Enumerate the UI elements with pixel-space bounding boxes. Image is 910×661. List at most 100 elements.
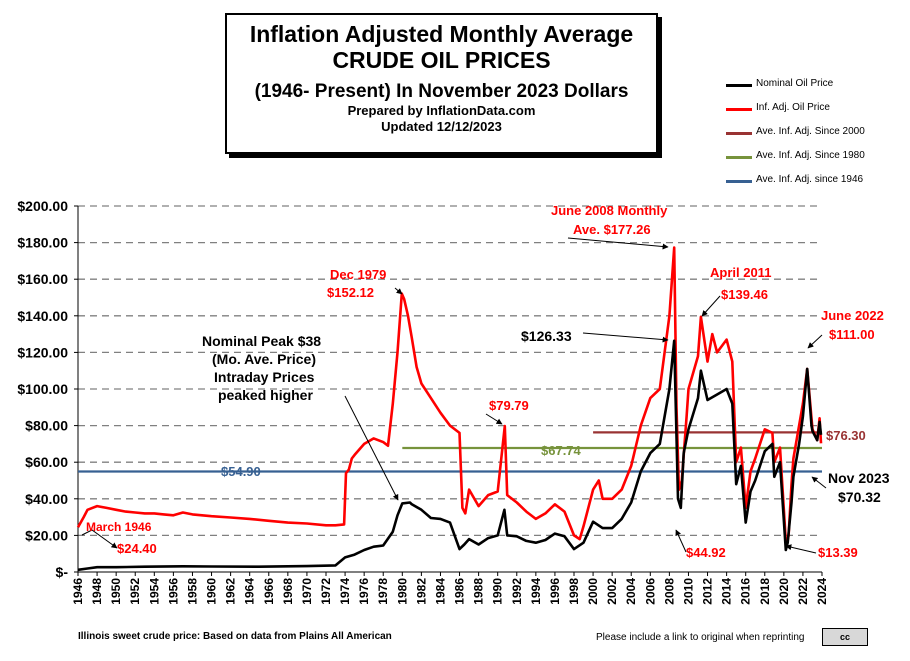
y-tick-label: $180.00 bbox=[17, 235, 68, 251]
annotation-label: (Mo. Ave. Price) bbox=[212, 351, 316, 367]
annotation-arrow bbox=[811, 476, 827, 489]
annotation-label: $76.30 bbox=[826, 428, 866, 443]
source-note: Illinois sweet crude price: Based on dat… bbox=[78, 631, 392, 642]
annotation-arrow bbox=[567, 237, 669, 250]
legend-swatch bbox=[726, 132, 752, 135]
x-tick-label: 1976 bbox=[357, 578, 371, 605]
x-tick-label: 2008 bbox=[662, 578, 676, 605]
annotation-label: $111.00 bbox=[829, 327, 875, 342]
y-tick-label: $100.00 bbox=[17, 381, 68, 397]
annotation-label: $79.79 bbox=[489, 398, 529, 413]
chart-title-box: Inflation Adjusted Monthly Average CRUDE… bbox=[225, 13, 658, 154]
x-tick-label: 1948 bbox=[90, 578, 104, 605]
y-tick-label: $80.00 bbox=[25, 418, 68, 434]
y-tick-labels: $- $20.00 $40.00 $60.00 $80.00 $100.00 $120.00… bbox=[17, 198, 68, 580]
x-tick-label: 2010 bbox=[681, 578, 695, 605]
annotation-label: Nominal Peak $38 bbox=[202, 333, 321, 349]
x-tick-label: 1970 bbox=[300, 578, 314, 605]
x-tick-label: 1986 bbox=[453, 578, 467, 605]
legend-label: Ave. Inf. Adj. Since 2000 bbox=[756, 126, 865, 137]
annotation-arrow bbox=[394, 287, 403, 295]
y-tick-label: $200.00 bbox=[17, 198, 68, 214]
x-tick-label: 2018 bbox=[758, 578, 772, 605]
annotation-label: $54.90 bbox=[221, 464, 261, 479]
legend-swatch bbox=[726, 108, 752, 111]
x-tick-label: 1950 bbox=[109, 578, 123, 605]
x-tick-label: 1960 bbox=[205, 578, 219, 605]
legend-item-inf-adj: Inf. Adj. Oil Price bbox=[726, 102, 910, 116]
y-tick-label: $- bbox=[56, 564, 69, 580]
legend-label: Ave. Inf. Adj. since 1946 bbox=[756, 174, 864, 185]
x-tick-label: 1958 bbox=[185, 578, 199, 605]
annotation-label: April 2011 bbox=[710, 265, 771, 280]
y-tick-label: $40.00 bbox=[25, 491, 68, 507]
annotation-label: Ave. $177.26 bbox=[573, 222, 651, 237]
x-tick-label: 1962 bbox=[224, 578, 238, 605]
legend-label: Nominal Oil Price bbox=[756, 78, 834, 89]
x-tick-label: 2024 bbox=[815, 578, 829, 605]
x-tick-label: 1966 bbox=[262, 578, 276, 605]
annotation-arrow bbox=[582, 332, 669, 343]
annotation-label: March 1946 bbox=[86, 520, 152, 534]
x-tick-label: 1954 bbox=[147, 578, 161, 605]
x-tick-label: 1996 bbox=[548, 578, 562, 605]
x-tick-label: 1974 bbox=[338, 578, 352, 605]
x-tick-label: 2012 bbox=[701, 578, 715, 605]
annotation-arrow bbox=[785, 544, 817, 554]
chart-updated: Updated 12/12/2023 bbox=[381, 119, 502, 134]
legend-item-ave-2000: Ave. Inf. Adj. Since 2000 bbox=[726, 126, 910, 140]
legend-label: Ave. Inf. Adj. Since 1980 bbox=[756, 150, 865, 161]
grid-lines bbox=[78, 205, 822, 537]
legend-swatch bbox=[726, 84, 752, 87]
annotation-label: June 2008 Monthly bbox=[551, 203, 668, 218]
annotation-label: $139.46 bbox=[721, 287, 768, 302]
x-tick-label: 2006 bbox=[643, 578, 657, 605]
y-tick-label: $20.00 bbox=[25, 527, 68, 543]
x-tick-label: 2022 bbox=[796, 578, 810, 605]
annotations: March 1946 $24.40 Dec 1979 $152.12 Nominal P… bbox=[86, 203, 890, 560]
x-tick-label: 2014 bbox=[720, 578, 734, 605]
x-tick-label: 2020 bbox=[777, 578, 791, 605]
annotation-label: Intraday Prices bbox=[214, 369, 315, 385]
axes bbox=[74, 205, 823, 576]
cc-license-badge: cc bbox=[822, 628, 868, 646]
annotation-arrow bbox=[485, 413, 503, 425]
annotation-arrow bbox=[344, 395, 399, 501]
x-tick-label: 1998 bbox=[567, 578, 581, 605]
x-tick-label: 1972 bbox=[319, 578, 333, 605]
x-tick-label: 1984 bbox=[433, 578, 447, 605]
annotation-arrows bbox=[81, 237, 827, 554]
x-tick-label: 1988 bbox=[472, 578, 486, 605]
annotation-label: $126.33 bbox=[521, 328, 572, 344]
nominal-price-line bbox=[77, 339, 823, 572]
x-tick-label: 2000 bbox=[586, 578, 600, 605]
annotation-label: $152.12 bbox=[327, 285, 374, 300]
x-tick-label: 1968 bbox=[281, 578, 295, 605]
legend-item-nominal: Nominal Oil Price bbox=[726, 78, 910, 92]
x-tick-label: 1982 bbox=[414, 578, 428, 605]
annotation-label: $13.39 bbox=[818, 545, 858, 560]
annotation-label: $67.74 bbox=[541, 443, 582, 458]
y-tick-label: $120.00 bbox=[17, 344, 68, 360]
annotation-label: $70.32 bbox=[838, 489, 881, 505]
legend-swatch bbox=[726, 156, 752, 159]
x-tick-label: 1990 bbox=[491, 578, 505, 605]
legend-label: Inf. Adj. Oil Price bbox=[756, 102, 830, 113]
x-tick-labels: 1946 1948 1950 1952 1954 1956 1958 1960 1962 1964… bbox=[71, 578, 829, 605]
chart-title-line2: CRUDE OIL PRICES bbox=[332, 47, 551, 73]
legend-item-ave-1946: Ave. Inf. Adj. since 1946 bbox=[726, 174, 910, 188]
legend-swatch bbox=[726, 180, 752, 183]
series-lines bbox=[76, 246, 823, 572]
annotation-label: June 2022 bbox=[821, 308, 884, 323]
inf-adj-price-line bbox=[76, 246, 823, 549]
x-tick-label: 1980 bbox=[395, 578, 409, 605]
annotation-arrow bbox=[675, 529, 687, 553]
annotation-label: $24.40 bbox=[117, 541, 157, 556]
x-tick-label: 1964 bbox=[243, 578, 257, 605]
y-tick-label: $140.00 bbox=[17, 308, 68, 324]
reprint-note: Please include a link to original when r… bbox=[596, 632, 805, 643]
annotation-label: $44.92 bbox=[686, 545, 726, 560]
chart-title: Inflation Adjusted Monthly Average bbox=[249, 21, 634, 47]
x-tick-label: 2004 bbox=[624, 578, 638, 605]
